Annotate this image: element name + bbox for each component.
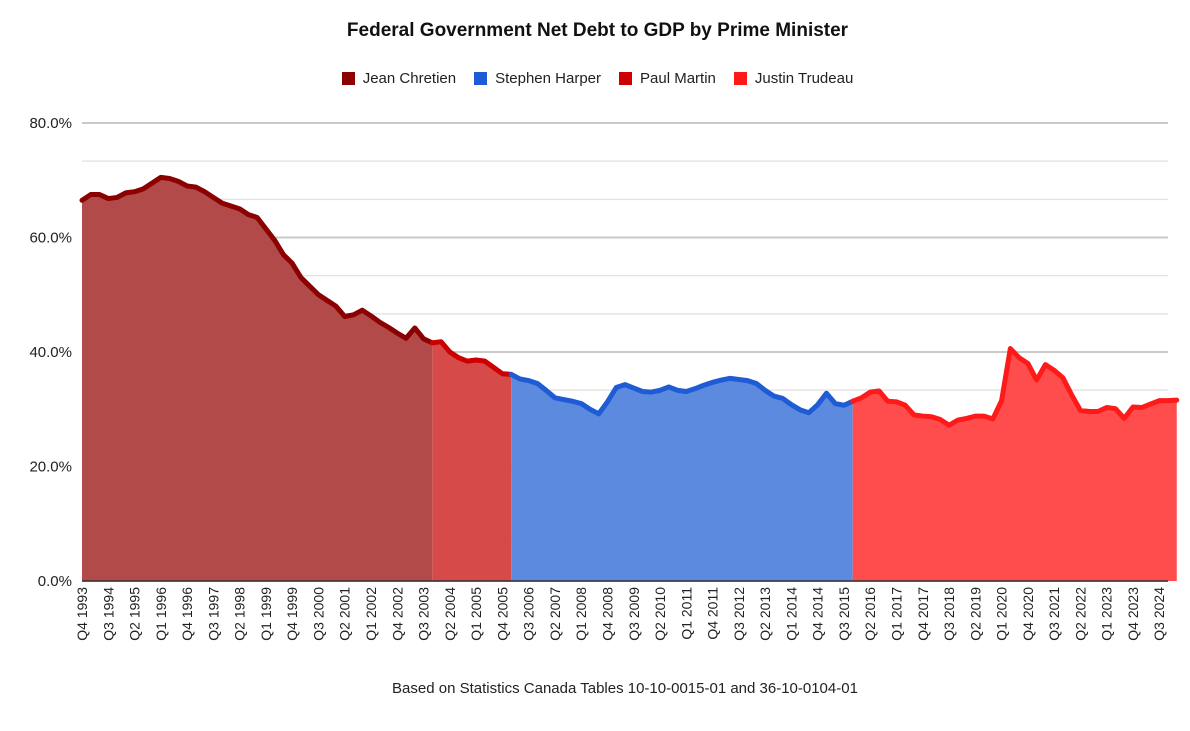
chart-title: Federal Government Net Debt to GDP by Pr… <box>346 20 849 41</box>
y-tick-label: 20.0% <box>29 459 72 476</box>
x-tick-label: Q3 1997 <box>205 587 221 641</box>
x-tick-label: Q4 1993 <box>74 587 90 641</box>
x-tick-label: Q4 2017 <box>915 587 931 641</box>
y-tick-label: 80.0% <box>29 115 72 132</box>
x-tick-label: Q2 2022 <box>1072 587 1088 641</box>
x-tick-label: Q4 2002 <box>389 587 405 641</box>
legend-item-paul-martin: Paul Martin <box>619 70 716 87</box>
x-tick-label: Q4 2005 <box>494 587 510 641</box>
x-tick-label: Q3 2006 <box>521 587 537 641</box>
x-tick-label: Q1 2011 <box>678 587 694 640</box>
line-stephen-harper <box>508 371 856 417</box>
line-paul-martin <box>429 339 514 377</box>
x-tick-label: Q2 2007 <box>547 587 563 641</box>
x-tick-label: Q3 2024 <box>1151 587 1167 641</box>
area-justin-trudeau <box>852 348 1177 581</box>
x-tick-label: Q4 2023 <box>1125 587 1141 641</box>
area-paul-martin <box>432 341 512 581</box>
legend-label: Justin Trudeau <box>754 70 854 87</box>
legend-swatch <box>733 72 747 85</box>
x-tick-label: Q4 2014 <box>810 587 826 641</box>
legend-item-justin-trudeau: Justin Trudeau <box>733 70 854 87</box>
x-tick-label: Q3 2003 <box>416 587 432 641</box>
x-tick-label: Q3 2012 <box>731 587 747 641</box>
x-tick-label: Q2 2001 <box>337 587 353 641</box>
legend-swatch <box>474 72 488 85</box>
x-tick-label: Q4 2008 <box>599 587 615 641</box>
x-tick-label: Q1 2023 <box>1099 587 1115 641</box>
y-tick-label: 40.0% <box>29 344 72 361</box>
x-tick-label: Q3 2015 <box>836 587 852 641</box>
legend-label: Stephen Harper <box>495 70 602 87</box>
legend-item-jean-chretien: Jean Chretien <box>341 70 457 87</box>
x-tick-label: Q2 2010 <box>652 587 668 641</box>
line-jean-chretien <box>79 174 435 346</box>
x-tick-label: Q4 2011 <box>705 587 721 640</box>
x-tick-label: Q1 2005 <box>468 587 484 641</box>
x-tick-label: Q2 2019 <box>967 587 983 641</box>
x-tick-label: Q2 1998 <box>232 587 248 641</box>
x-tick-label: Q1 2017 <box>889 587 905 641</box>
legend-label: Jean Chretien <box>362 70 457 87</box>
x-tick-label: Q3 2009 <box>626 587 642 641</box>
legend-swatch <box>341 72 355 85</box>
x-tick-label: Q1 1996 <box>153 587 169 641</box>
area-stephen-harper <box>511 374 853 581</box>
line-justin-trudeau <box>850 346 1180 428</box>
x-tick-label: Q3 2021 <box>1046 587 1062 641</box>
x-tick-label: Q2 2013 <box>757 587 773 641</box>
x-tick-label: Q1 2020 <box>994 587 1010 641</box>
legend-item-stephen-harper: Stephen Harper <box>474 70 601 87</box>
x-tick-label: Q1 2008 <box>573 587 589 641</box>
area-jean-chretien <box>82 177 433 581</box>
x-tick-label: Q4 1996 <box>179 587 195 641</box>
x-tick-label: Q2 2004 <box>442 587 458 641</box>
x-tick-label: Q1 2002 <box>363 587 379 641</box>
x-tick-label: Q1 2014 <box>783 587 799 641</box>
y-tick-label: 60.0% <box>29 230 72 247</box>
x-tick-label: Q1 1999 <box>258 587 274 641</box>
x-tick-label: Q3 2018 <box>941 587 957 641</box>
legend-label: Paul Martin <box>640 70 716 87</box>
legend: Jean Chretien Stephen Harper Paul Martin… <box>0 70 1190 87</box>
source-caption: Based on Statistics Canada Tables 10-10-… <box>392 680 858 697</box>
legend-swatch <box>619 72 633 85</box>
x-tick-label: Q4 1999 <box>284 587 300 641</box>
y-tick-label: 0.0% <box>38 573 72 590</box>
x-tick-label: Q3 2000 <box>310 587 326 641</box>
x-tick-label: Q3 1994 <box>100 587 116 641</box>
x-tick-label: Q2 2016 <box>862 587 878 641</box>
x-tick-label: Q2 1995 <box>127 587 143 641</box>
x-tick-label: Q4 2020 <box>1020 587 1036 641</box>
